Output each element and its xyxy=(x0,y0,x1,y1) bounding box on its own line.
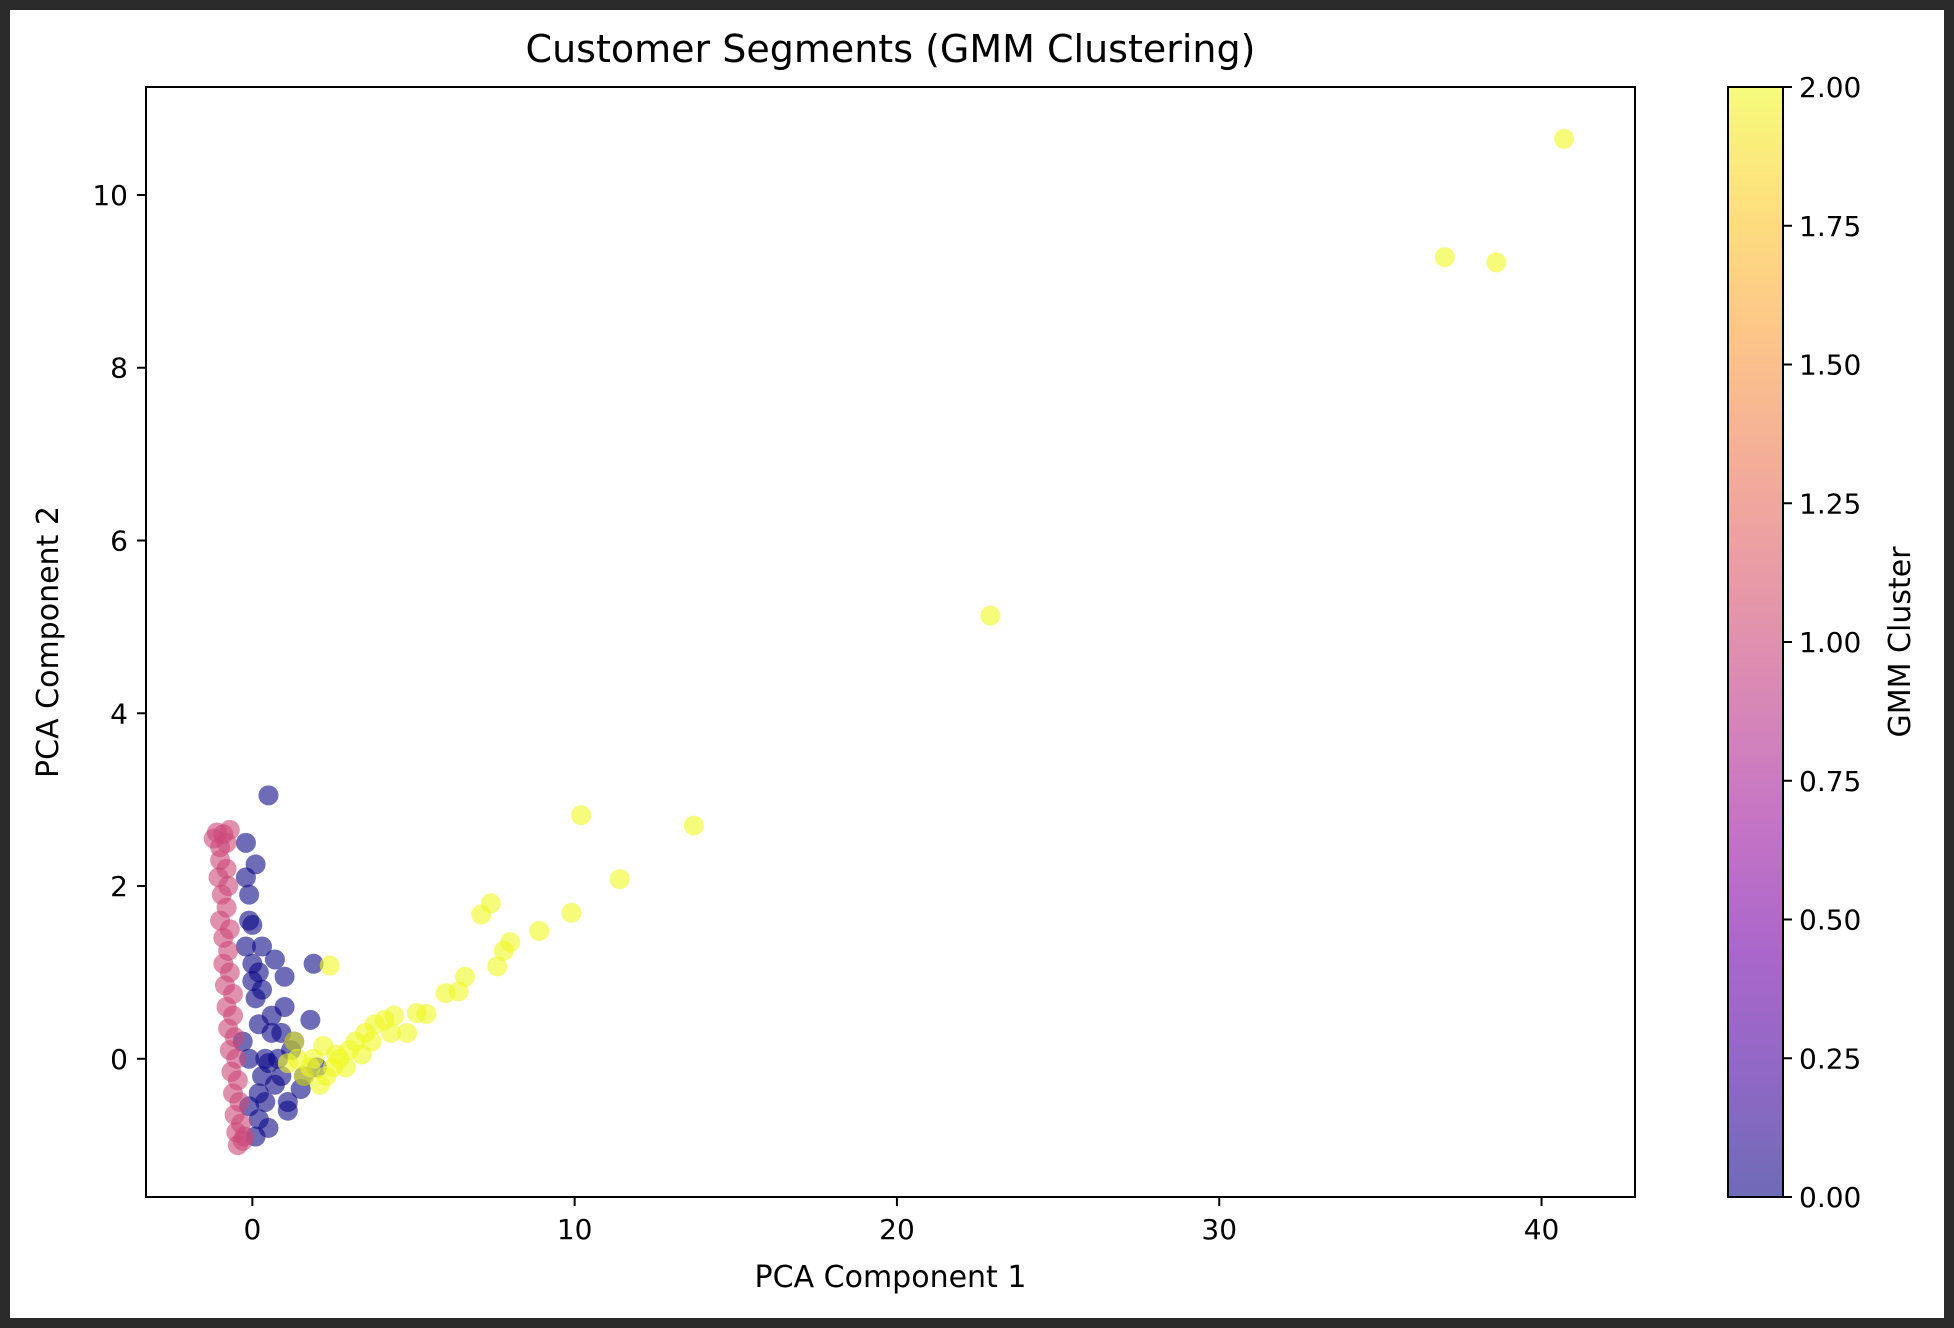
cluster-2-point xyxy=(487,956,508,977)
cluster-0-point xyxy=(274,966,295,987)
scatter-points xyxy=(203,128,1575,1156)
y-tick-label: 2 xyxy=(110,870,128,903)
cluster-0-point xyxy=(252,936,273,957)
colorbar-gradient xyxy=(1727,86,1784,1198)
cluster-2-point xyxy=(361,1031,382,1052)
cluster-0-point xyxy=(239,884,260,905)
y-axis: 0 2 4 6 8 10 xyxy=(92,179,146,1076)
cluster-0-point xyxy=(248,1109,269,1130)
cluster-0-point xyxy=(303,953,324,974)
cluster-2-point xyxy=(683,815,704,836)
cluster-2-point xyxy=(493,940,514,961)
colorbar-tick-label: 1.50 xyxy=(1799,349,1861,382)
cluster-2-point xyxy=(980,605,1001,626)
cluster-0-point xyxy=(264,1074,285,1095)
cluster-0-point xyxy=(235,832,256,853)
x-tick-label: 0 xyxy=(243,1213,261,1246)
cluster-2-point xyxy=(1434,247,1455,268)
chart-svg: Customer Segments (GMM Clustering) 0 10 20… xyxy=(31,27,1918,1295)
cluster-0-point xyxy=(245,988,266,1009)
x-tick-label: 40 xyxy=(1524,1213,1560,1246)
cluster-2-point xyxy=(310,1074,331,1095)
cluster-2-point xyxy=(380,1022,401,1043)
cluster-1-point xyxy=(234,1126,255,1147)
cluster-2-point xyxy=(609,869,630,890)
x-axis-label: PCA Component 1 xyxy=(755,1260,1027,1295)
cluster-2-point xyxy=(326,1044,347,1065)
chart-figure: Customer Segments (GMM Clustering) 0 10 20… xyxy=(10,10,1944,1318)
cluster-0-point xyxy=(300,1009,321,1030)
chart-title: Customer Segments (GMM Clustering) xyxy=(526,27,1256,71)
cluster-0-point xyxy=(235,936,256,957)
colorbar-tick-label: 0.75 xyxy=(1799,765,1861,798)
cluster-2-point xyxy=(287,1048,308,1069)
cluster-2-point xyxy=(284,1031,305,1052)
y-tick-label: 10 xyxy=(92,179,128,212)
colorbar-tick-label: 1.00 xyxy=(1799,626,1861,659)
cluster-2-point xyxy=(571,805,592,826)
cluster-2-point xyxy=(319,955,340,976)
y-axis-label: PCA Component 2 xyxy=(31,506,66,778)
x-tick-label: 20 xyxy=(879,1213,915,1246)
cluster-0-point xyxy=(235,867,256,888)
cluster-2-point xyxy=(1486,252,1507,273)
cluster-0-point xyxy=(242,971,263,992)
colorbar-tick-label: 0.50 xyxy=(1799,904,1861,937)
y-tick-label: 8 xyxy=(110,352,128,385)
cluster-2-point xyxy=(471,904,492,925)
cluster-0-point xyxy=(248,1083,269,1104)
colorbar-ticks: 0.00 0.25 0.50 0.75 1.00 1.25 1.50 1.75 2.00 xyxy=(1783,71,1861,1214)
cluster-2-point xyxy=(561,902,582,923)
colorbar-tick-label: 1.75 xyxy=(1799,210,1861,243)
x-axis: 0 10 20 30 40 xyxy=(243,1197,1559,1246)
x-tick-label: 10 xyxy=(557,1213,593,1246)
cluster-0-point xyxy=(261,1005,282,1026)
cluster-0-point xyxy=(258,785,279,806)
colorbar-tick-label: 0.25 xyxy=(1799,1042,1861,1075)
x-tick-label: 30 xyxy=(1201,1213,1237,1246)
colorbar-tick-label: 0.00 xyxy=(1799,1181,1861,1214)
cluster-2-point xyxy=(529,920,550,941)
cluster-0-point xyxy=(277,1091,298,1112)
colorbar-tick-label: 1.25 xyxy=(1799,487,1861,520)
colorbar: 0.00 0.25 0.50 0.75 1.00 1.25 1.50 1.75 2.00 GMM… xyxy=(1727,71,1918,1214)
colorbar-label: GMM Cluster xyxy=(1883,546,1918,738)
plot-area xyxy=(145,86,1636,1198)
y-tick-label: 4 xyxy=(110,697,128,730)
y-tick-label: 6 xyxy=(110,525,128,558)
cluster-0-point xyxy=(239,910,260,931)
plot-frame xyxy=(145,86,1636,1198)
cluster-0-point xyxy=(264,949,285,970)
cluster-2-point xyxy=(406,1003,427,1024)
cluster-2-point xyxy=(397,1022,418,1043)
cluster-2-point xyxy=(435,983,456,1004)
cluster-2-point xyxy=(1554,128,1575,149)
cluster-0-point xyxy=(258,1053,279,1074)
y-tick-label: 0 xyxy=(110,1043,128,1076)
colorbar-tick-label: 2.00 xyxy=(1799,71,1861,104)
